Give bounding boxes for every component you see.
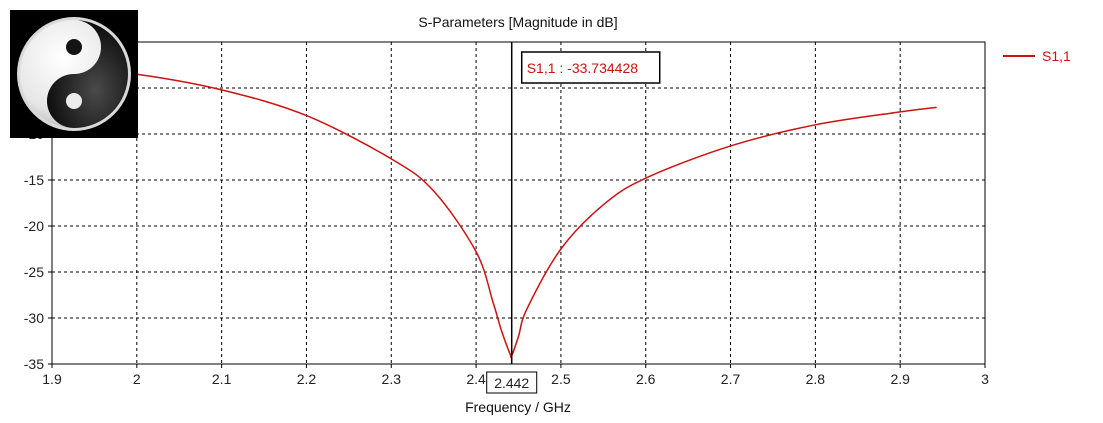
x-tick-label: 2.8: [806, 371, 826, 387]
x-tick-label: 2.7: [721, 371, 741, 387]
marker-layer[interactable]: S1,1 : -33.734428 2.442: [486, 42, 661, 394]
y-tick-label: -25: [24, 264, 44, 280]
x-tick-label: 2.4: [466, 371, 486, 387]
plot-background: [51, 41, 986, 365]
y-tick-label: -30: [24, 310, 44, 326]
series-line-s11: [51, 65, 937, 359]
x-tick-label: 2.5: [551, 371, 571, 387]
x-tick-label: 2.1: [212, 371, 232, 387]
x-tick-label: 2.3: [382, 371, 402, 387]
y-tick-label: -35: [24, 356, 44, 372]
marker-x-box: [486, 371, 538, 394]
x-tick-label: 2.2: [297, 371, 317, 387]
marker-label-box: [520, 51, 661, 84]
marker-x-label: 2.442: [494, 375, 529, 391]
y-tick-label: -20: [24, 218, 44, 234]
marker-value-label: S1,1 : -33.734428: [527, 60, 639, 76]
x-axis-label: Frequency / GHz: [465, 399, 571, 415]
x-tick-label: 2.6: [636, 371, 656, 387]
series-layer: [51, 65, 937, 359]
x-tick-label: 2: [133, 371, 141, 387]
chart-title: S-Parameters [Magnitude in dB]: [418, 14, 617, 30]
x-axis: 1.9 2 2.1 2.2 2.3 2.4 2.5 2.6 2.7 2.8 2.9 3: [42, 364, 989, 387]
y-tick-label: -15: [24, 172, 44, 188]
x-tick-label: 3: [981, 371, 989, 387]
legend: S1,1: [1003, 48, 1071, 64]
x-tick-label: 2.9: [890, 371, 910, 387]
x-tick-label: 1.9: [42, 371, 62, 387]
legend-label: S1,1: [1042, 48, 1071, 64]
yin-yang-logo: [10, 10, 138, 138]
